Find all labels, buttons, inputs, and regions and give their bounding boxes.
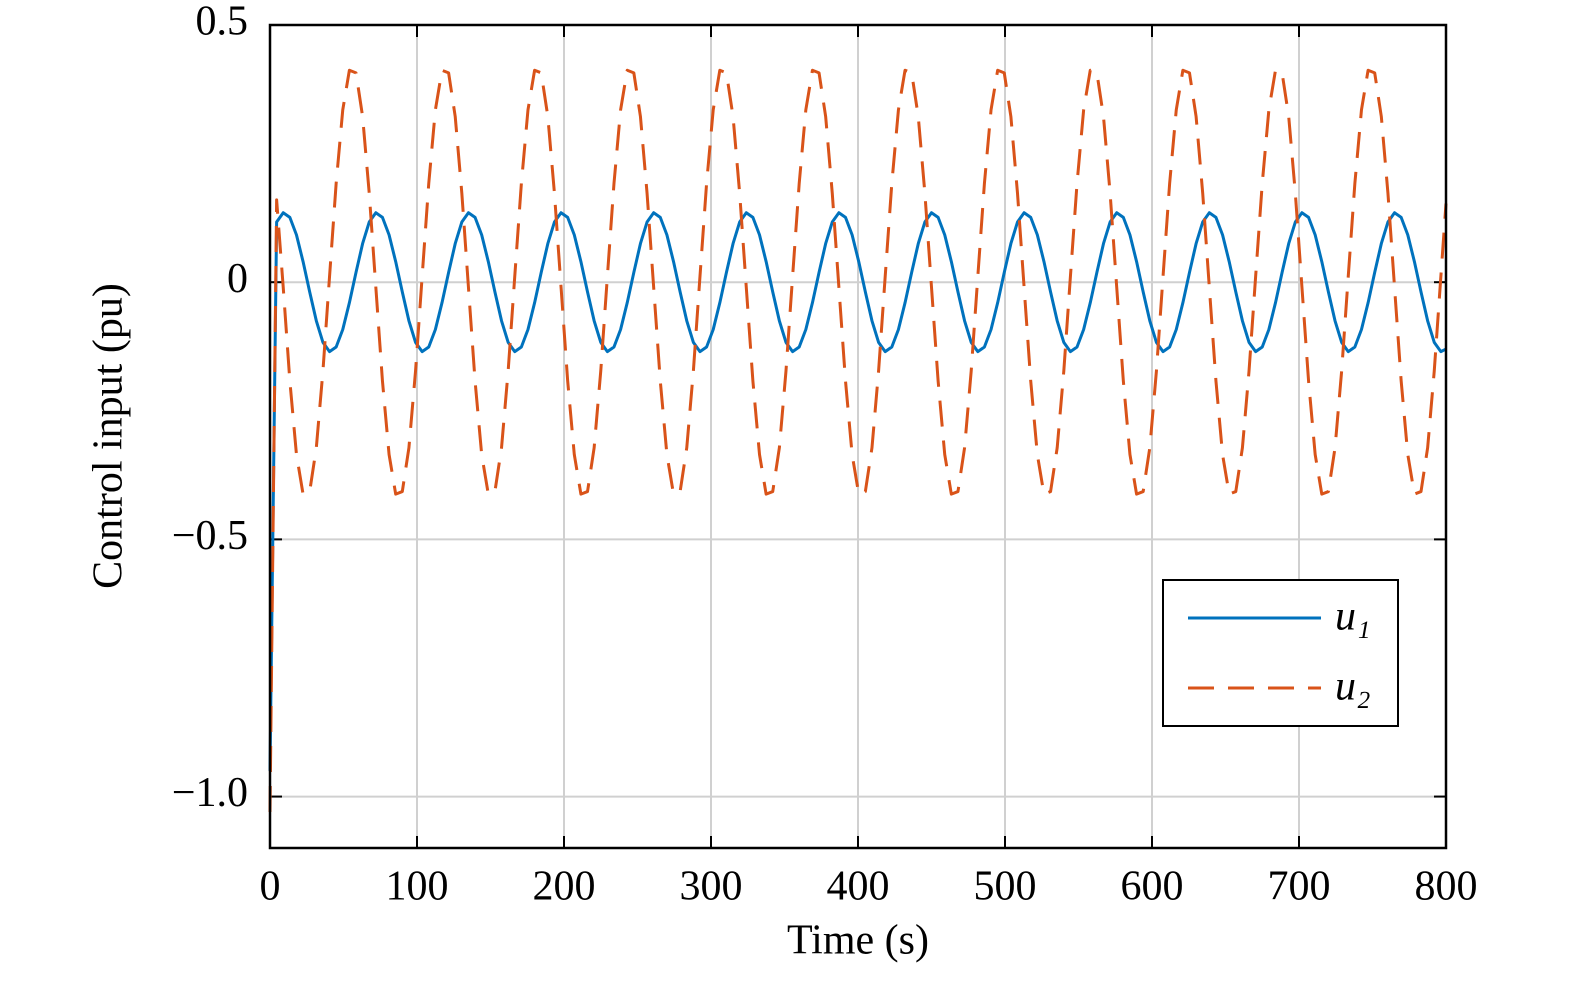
x-tick-label: 600 <box>1121 864 1184 910</box>
x-tick-label: 0 <box>260 864 281 910</box>
legend: u₁ u₂ <box>1162 579 1399 727</box>
series-line <box>268 211 1447 771</box>
y-tick-label: −0.5 <box>172 513 248 559</box>
legend-label: u₁ <box>1335 594 1371 640</box>
x-tick-label: 300 <box>680 864 743 910</box>
y-tick-label: 0.5 <box>196 0 249 45</box>
x-tick-label: 800 <box>1415 864 1478 910</box>
x-tick-label: 200 <box>533 864 596 910</box>
x-tick-label: 100 <box>386 864 449 910</box>
plot-frame <box>268 23 1448 850</box>
x-tick-label: 400 <box>827 864 890 910</box>
legend-box <box>1162 579 1399 727</box>
legend-label: u₂ <box>1335 664 1371 710</box>
y-tick-label: −1.0 <box>172 770 248 816</box>
x-tick-label: 500 <box>974 864 1037 910</box>
y-axis-label: Control input (pu) <box>86 283 132 589</box>
x-tick-label: 700 <box>1268 864 1331 910</box>
y-tick-label: 0 <box>227 256 248 302</box>
x-axis-label: Time (s) <box>787 918 929 964</box>
